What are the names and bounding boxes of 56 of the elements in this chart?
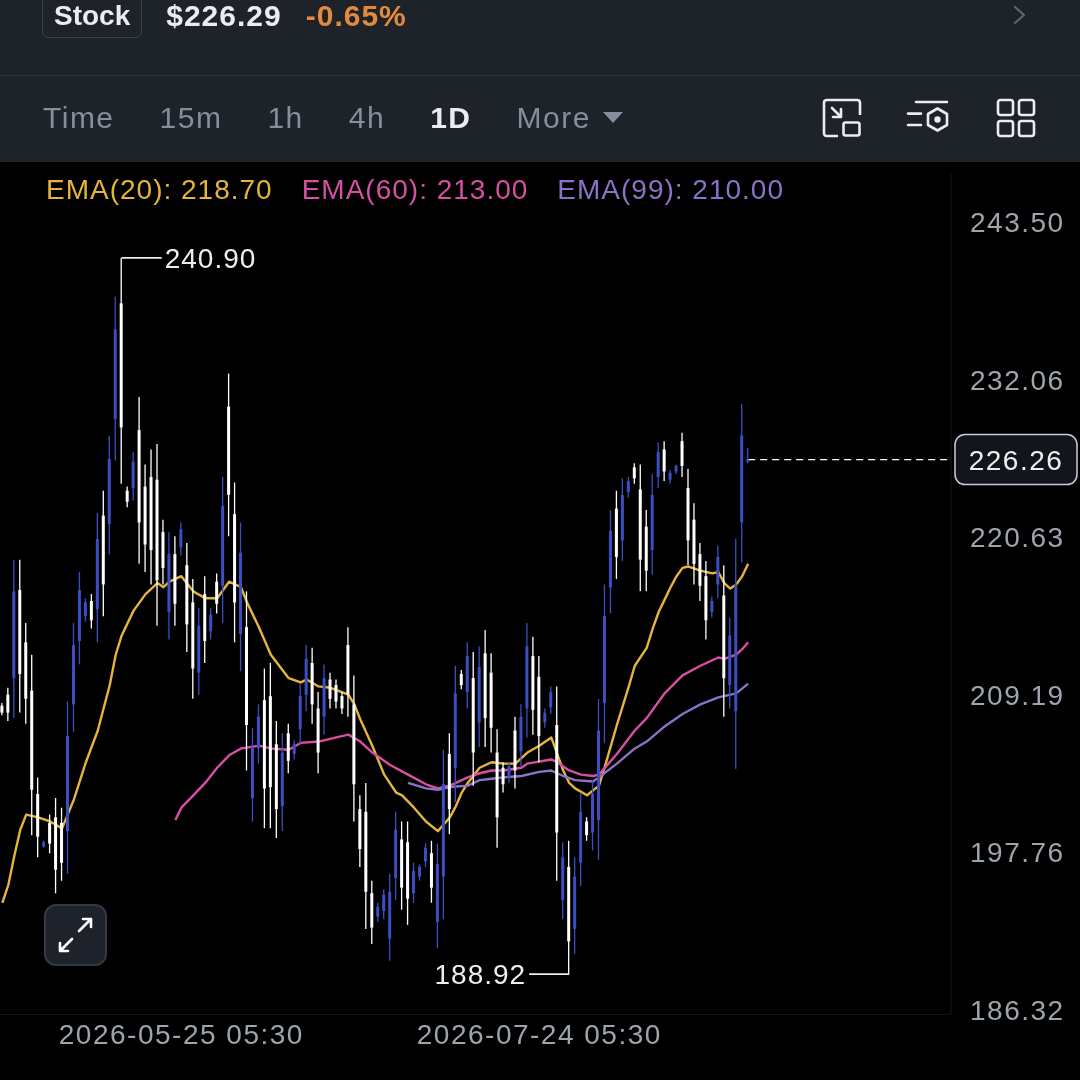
candlestick — [6, 687, 10, 722]
text: 15m — [159, 100, 223, 136]
candlestick — [626, 476, 630, 499]
candlestick — [334, 678, 338, 710]
candlestick — [662, 440, 666, 482]
text: EMA(20): 218.70 — [46, 173, 273, 205]
candlestick — [423, 842, 427, 868]
candlestick — [215, 572, 219, 615]
text: EMA(99): 210.00 — [557, 173, 785, 205]
candlestick — [382, 888, 386, 920]
candlestick — [292, 739, 296, 761]
y-tick-label: 186.32 — [970, 995, 1065, 1027]
candlestick — [501, 761, 505, 794]
candlestick — [459, 669, 463, 690]
y-tick-label: 209.19 — [970, 679, 1065, 711]
candlestick — [543, 707, 547, 729]
candlestick — [597, 698, 601, 861]
candlestick — [376, 902, 380, 923]
text: -0.65% — [305, 0, 407, 33]
text: 1D — [430, 100, 472, 136]
candlestick — [710, 596, 714, 619]
candlestick — [507, 761, 511, 784]
candlestick — [632, 462, 636, 485]
annotation: 188.92 — [434, 959, 527, 991]
candlestick — [412, 862, 416, 904]
annotation: 240.90 — [164, 242, 257, 274]
candlestick — [125, 485, 129, 508]
candlestick — [89, 593, 93, 630]
text: 1h — [267, 100, 304, 136]
candlestick — [48, 813, 52, 854]
candlestick — [83, 597, 87, 623]
candlestick — [549, 685, 553, 715]
candlestick — [245, 590, 248, 772]
text: More — [516, 100, 591, 136]
text: $226.29 — [166, 0, 282, 33]
chart-title: Stock — [42, 0, 143, 38]
y-tick-label: 197.76 — [970, 837, 1065, 869]
y-tick-label: 243.50 — [970, 207, 1065, 239]
candlestick — [179, 521, 183, 557]
candlestick — [209, 607, 213, 641]
text: 226.26 — [968, 444, 1064, 476]
x-tick-label: 2026-05-25 05:30 — [58, 1019, 304, 1051]
line-series — [406, 682, 750, 791]
candlestick — [585, 816, 589, 842]
y-tick-label: 232.06 — [970, 364, 1065, 396]
text: 4h — [348, 100, 386, 136]
line-series — [174, 641, 750, 822]
text: EMA(60): 213.00 — [301, 173, 529, 205]
y-tick-label: 220.63 — [970, 522, 1065, 554]
x-tick-label: 2026-07-24 05:30 — [416, 1019, 662, 1051]
line-series — [1, 562, 750, 904]
candlestick — [66, 700, 70, 875]
candlestick — [328, 672, 332, 710]
text: Time — [43, 100, 115, 136]
candlestick — [340, 691, 344, 715]
candlestick — [418, 863, 422, 882]
